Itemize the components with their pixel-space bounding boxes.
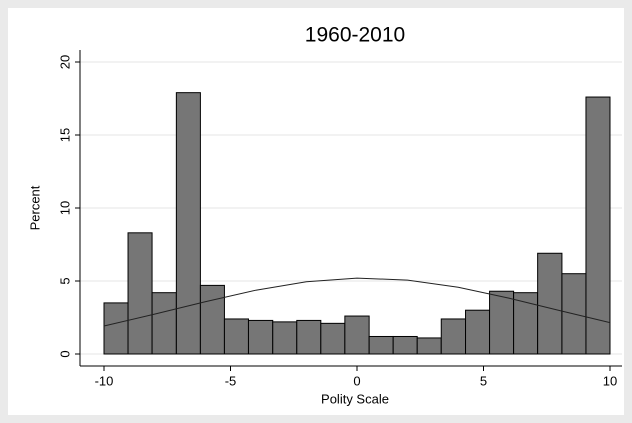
bar <box>513 292 539 355</box>
x-tick-label: -5 <box>225 373 237 388</box>
bar <box>392 335 418 355</box>
bar <box>175 92 201 355</box>
x-axis-label: Polity Scale <box>321 391 389 406</box>
chart-title: 1960-2010 <box>305 24 405 47</box>
bar <box>368 335 394 355</box>
y-tick-label: 10 <box>57 201 72 215</box>
bar <box>272 321 298 355</box>
y-tick-label: 0 <box>57 350 72 357</box>
bar <box>151 292 177 355</box>
x-tick-label: 5 <box>480 373 487 388</box>
y-axis-label: Percent <box>27 185 42 230</box>
density-curve <box>103 277 611 327</box>
bar <box>320 322 346 355</box>
bar <box>344 315 370 355</box>
bar <box>585 96 611 355</box>
bar <box>103 302 129 355</box>
bar <box>440 318 467 355</box>
bar <box>199 284 225 355</box>
bar <box>127 232 153 355</box>
bar <box>223 318 249 355</box>
bar <box>465 309 491 355</box>
y-tick-label: 5 <box>57 277 72 284</box>
x-tick-label: 10 <box>603 373 617 388</box>
y-tick-label: 20 <box>57 55 72 69</box>
bar <box>489 290 515 355</box>
x-tick-label: -10 <box>95 373 114 388</box>
bar <box>296 319 322 355</box>
bar <box>537 252 563 355</box>
x-tick-label: 0 <box>353 373 360 388</box>
bar <box>416 337 442 355</box>
bar <box>247 319 274 355</box>
y-tick-label: 15 <box>57 128 72 142</box>
